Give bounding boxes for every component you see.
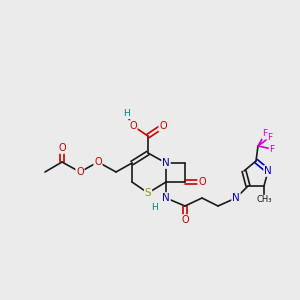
Text: O: O	[129, 121, 137, 131]
Text: F: F	[262, 130, 268, 139]
Text: N: N	[162, 158, 170, 168]
Text: S: S	[145, 188, 151, 198]
Text: CH₃: CH₃	[256, 196, 272, 205]
Text: O: O	[76, 167, 84, 177]
Text: F: F	[269, 145, 275, 154]
Text: F: F	[267, 133, 273, 142]
Text: H: H	[152, 202, 158, 211]
Text: O: O	[58, 143, 66, 153]
Text: O: O	[198, 177, 206, 187]
Text: O: O	[181, 215, 189, 225]
Text: N: N	[162, 193, 170, 203]
Text: H: H	[123, 110, 129, 118]
Text: O: O	[159, 121, 167, 131]
Text: N: N	[264, 166, 272, 176]
Text: N: N	[232, 193, 240, 203]
Text: O: O	[94, 157, 102, 167]
